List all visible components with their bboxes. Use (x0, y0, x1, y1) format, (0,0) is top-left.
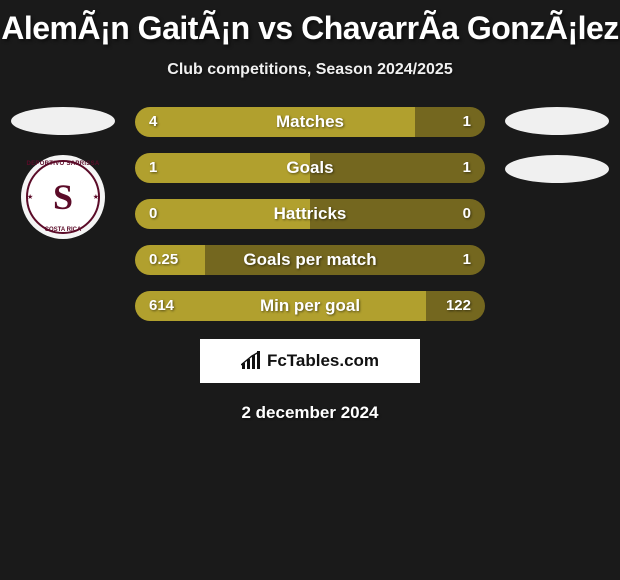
badge-star-left-icon: ★ (27, 193, 33, 201)
page-title: AlemÃ¡n GaitÃ¡n vs ChavarrÃ­a GonzÃ¡lez (0, 0, 620, 47)
chart-icon (241, 351, 263, 371)
stat-bar-left (135, 199, 310, 229)
stat-row: Goals11 (135, 153, 485, 183)
badge-inner: S (26, 160, 100, 234)
stat-bar-left (135, 153, 310, 183)
date-text: 2 december 2024 (0, 403, 620, 423)
stat-value-left: 1 (149, 153, 157, 183)
badge-ring-bottom: COSTA RICA (21, 227, 105, 233)
stat-value-left: 0.25 (149, 245, 178, 275)
stat-bar-right (205, 245, 485, 275)
brand-text: FcTables.com (267, 351, 379, 371)
stat-row: Min per goal614122 (135, 291, 485, 321)
left-team-column: DEPORTIVO SAPRISSA S COSTA RICA ★ ★ (8, 107, 118, 239)
brand-box: FcTables.com (200, 339, 420, 383)
stat-bars: Matches41Goals11Hattricks00Goals per mat… (135, 107, 485, 337)
right-flag-icon (505, 107, 609, 135)
stat-value-right: 0 (463, 199, 471, 229)
right-team-badge-icon (505, 155, 609, 183)
stat-bar-right (310, 153, 485, 183)
subtitle: Club competitions, Season 2024/2025 (0, 61, 620, 79)
stat-row: Goals per match0.251 (135, 245, 485, 275)
stat-value-right: 1 (463, 153, 471, 183)
stat-row: Hattricks00 (135, 199, 485, 229)
stat-value-left: 4 (149, 107, 157, 137)
left-flag-icon (11, 107, 115, 135)
badge-letter: S (53, 179, 73, 215)
left-team-badge: DEPORTIVO SAPRISSA S COSTA RICA ★ ★ (21, 155, 105, 239)
badge-ring-top: DEPORTIVO SAPRISSA (21, 161, 105, 167)
right-team-column (502, 107, 612, 203)
stat-value-right: 122 (446, 291, 471, 321)
stat-bar-left (135, 107, 415, 137)
stat-row: Matches41 (135, 107, 485, 137)
stat-bar-left (135, 291, 426, 321)
stat-bar-right (310, 199, 485, 229)
stat-value-right: 1 (463, 107, 471, 137)
stat-bar-right (415, 107, 485, 137)
stat-value-left: 0 (149, 199, 157, 229)
stat-value-right: 1 (463, 245, 471, 275)
badge-star-right-icon: ★ (93, 193, 99, 201)
stat-value-left: 614 (149, 291, 174, 321)
